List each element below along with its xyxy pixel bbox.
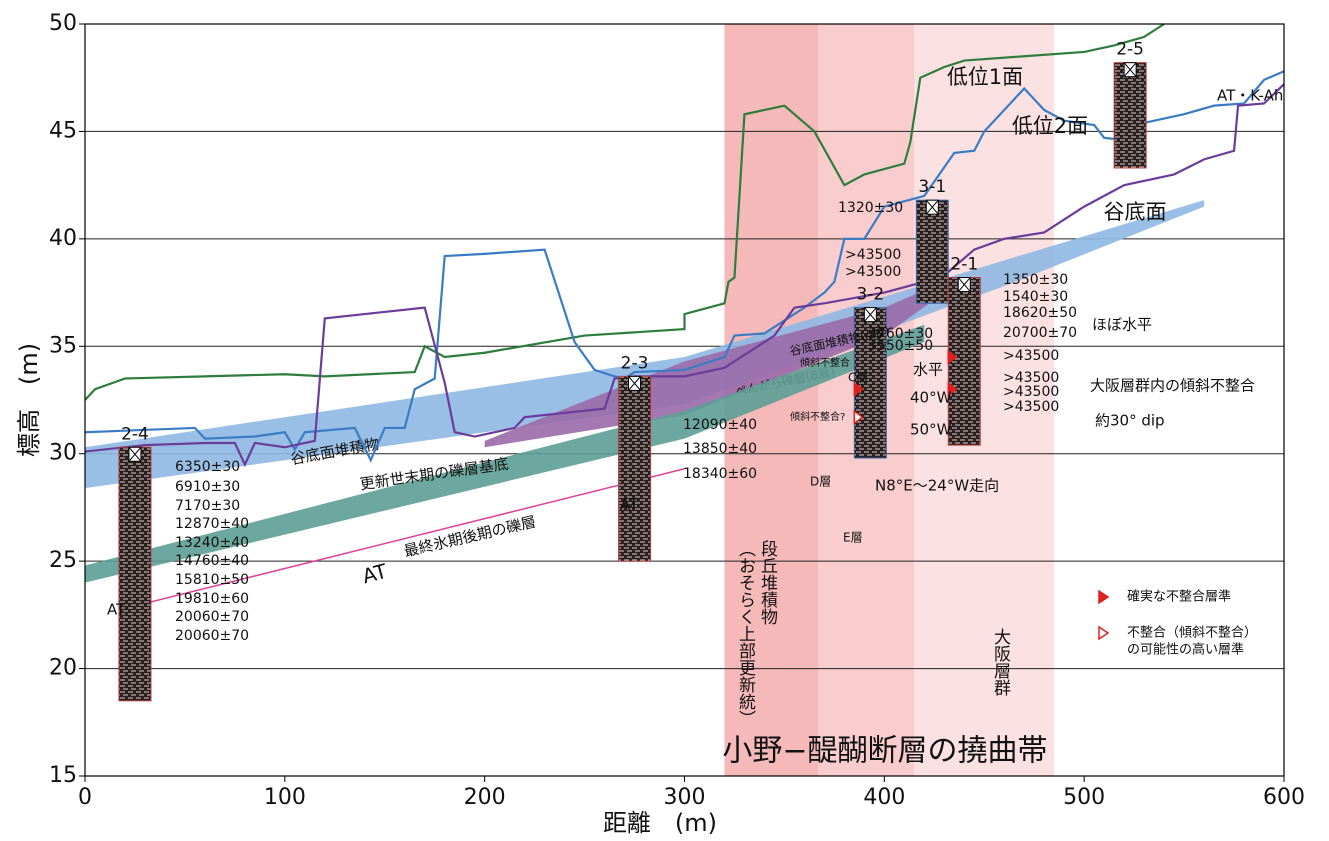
- borehole-label: 3-1: [918, 177, 946, 197]
- borehole-label: 2-1: [950, 255, 978, 275]
- borehole-label: 3-2: [856, 285, 884, 305]
- annotation: 50°W: [910, 421, 952, 439]
- annotation: 12090±40: [683, 417, 757, 433]
- legend-label: 不整合（傾斜不整合）: [1127, 626, 1257, 641]
- annotation: AT・K-Ah: [1217, 87, 1283, 105]
- x-axis-label: 距離 (m): [603, 809, 717, 837]
- annotation: （おそらく上部更新統）: [735, 540, 756, 727]
- borehole: [948, 278, 980, 446]
- annotation: 20060±70: [175, 628, 249, 644]
- annotation: 20060±70: [175, 609, 249, 625]
- annotation: 大阪層群内の傾斜不整合: [1090, 377, 1255, 395]
- borehole: [1114, 63, 1146, 168]
- annotation: 14760±40: [175, 553, 249, 569]
- y-tick-label: 40: [49, 226, 77, 251]
- y-tick-label: 20: [49, 656, 77, 681]
- annotation: 約30° dip: [1095, 412, 1165, 430]
- annotation: 1320±30: [838, 200, 903, 216]
- annotation: 段丘堆積物: [757, 540, 778, 625]
- y-axis-label: 標高 (m): [15, 343, 43, 457]
- borehole-label: 2-4: [121, 424, 149, 444]
- band-label: 最終氷期後期の礫層: [402, 513, 538, 561]
- borehole: [119, 447, 151, 701]
- series-label: 低位1面: [947, 65, 1023, 89]
- annotation: 20700±70: [1003, 325, 1077, 341]
- series-label: 低位2面: [1012, 114, 1088, 138]
- annotation: 12870±40: [175, 516, 249, 532]
- annotation: 13240±40: [175, 535, 249, 551]
- y-tick-label: 30: [49, 441, 77, 466]
- annotation: 6910±30: [175, 479, 240, 495]
- annotation: D層: [810, 475, 831, 489]
- annotation: >43500: [1003, 348, 1059, 364]
- series-label: 谷底面: [1104, 200, 1167, 224]
- annotation: 傾斜不整合?: [790, 410, 845, 423]
- series-label: AT: [360, 559, 390, 589]
- annotation: 7170±30: [175, 498, 240, 514]
- annotation: >43500: [1003, 399, 1059, 415]
- legend-marker: [1099, 591, 1108, 603]
- annotation: N8°E〜24°W走向: [875, 477, 999, 495]
- annotation: >43500: [845, 247, 901, 263]
- legend-marker: [1099, 627, 1108, 639]
- annotation: 1540±30: [1003, 289, 1068, 305]
- x-tick-label: 300: [664, 785, 706, 810]
- annotation: 15810±50: [175, 572, 249, 588]
- annotation: E層: [843, 531, 863, 545]
- y-tick-label: 50: [49, 11, 77, 36]
- annotation: 19810±60: [175, 591, 249, 607]
- x-tick-label: 500: [1063, 785, 1105, 810]
- y-tick-label: 45: [49, 118, 77, 143]
- annotation: >43500: [1003, 384, 1059, 400]
- y-tick-label: 15: [49, 763, 77, 788]
- borehole: [619, 376, 651, 561]
- annotation: ほぼ水平: [1092, 316, 1152, 334]
- annotation: 40°W: [910, 389, 952, 407]
- annotation: 6350±30: [175, 459, 240, 475]
- annotation: 1350±30: [1003, 272, 1068, 288]
- borehole: [916, 200, 948, 303]
- x-tick-label: 400: [863, 785, 905, 810]
- annotation: 18340±60: [683, 466, 757, 482]
- y-tick-label: 25: [49, 548, 77, 573]
- annotation: 18620±50: [1003, 305, 1077, 321]
- annotation: AT: [620, 496, 639, 514]
- annotation: 水平: [913, 361, 943, 379]
- annotation: 13850±40: [683, 441, 757, 457]
- borehole-label: 2-5: [1116, 40, 1144, 60]
- annotation: C層: [848, 371, 868, 385]
- annotation: 3550±50: [868, 338, 933, 354]
- x-tick-label: 100: [264, 785, 306, 810]
- x-tick-label: 0: [78, 785, 92, 810]
- chart: 距離 (m) 標高 (m) 15202530354045500100200300…: [0, 0, 1329, 841]
- annotation: AT: [107, 601, 126, 619]
- y-tick-label: 35: [49, 333, 77, 358]
- borehole-label: 2-3: [621, 353, 649, 373]
- annotation: 大阪層群: [990, 628, 1011, 696]
- annotation: 小野−醍醐断層の撓曲帯: [722, 734, 1047, 769]
- annotation: >43500: [845, 264, 901, 280]
- x-tick-label: 600: [1263, 785, 1305, 810]
- annotation: 傾斜不整合: [800, 356, 850, 369]
- legend-label: 確実な不整合層準: [1127, 589, 1231, 605]
- legend-label: の可能性の高い層準: [1127, 642, 1244, 658]
- x-tick-label: 200: [464, 785, 506, 810]
